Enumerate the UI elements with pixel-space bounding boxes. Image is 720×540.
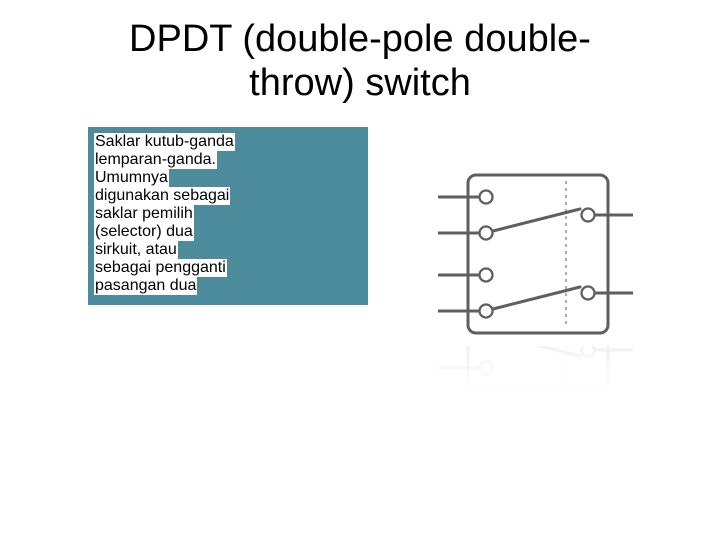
dpdt-schematic-reflection (438, 346, 633, 396)
description-line: sirkuit, atau (94, 241, 178, 259)
title-line-2: throw) switch (249, 62, 471, 104)
description-box: Saklar kutub-gandalemparan-ganda.Umumnya… (88, 127, 368, 305)
description-line: Saklar kutub-ganda (94, 133, 235, 151)
title-line-1: DPDT (double-pole double- (129, 18, 591, 60)
description-line: lemparan-ganda. (94, 151, 217, 169)
dpdt-schematic (438, 169, 633, 344)
slide-title: DPDT (double-pole double- throw) switch (0, 0, 720, 105)
description-line: digunakan sebagai (94, 187, 230, 205)
dpdt-diagram-wrap (438, 169, 633, 396)
description-line: saklar pemilih (94, 205, 194, 223)
description-line: pasangan dua (94, 277, 197, 295)
description-line: (selector) dua (94, 223, 194, 241)
content-row: Saklar kutub-gandalemparan-ganda.Umumnya… (0, 127, 720, 396)
description-text: Saklar kutub-gandalemparan-ganda.Umumnya… (94, 133, 362, 295)
description-line: Umumnya (94, 169, 169, 187)
description-line: sebagai pengganti (94, 259, 227, 277)
